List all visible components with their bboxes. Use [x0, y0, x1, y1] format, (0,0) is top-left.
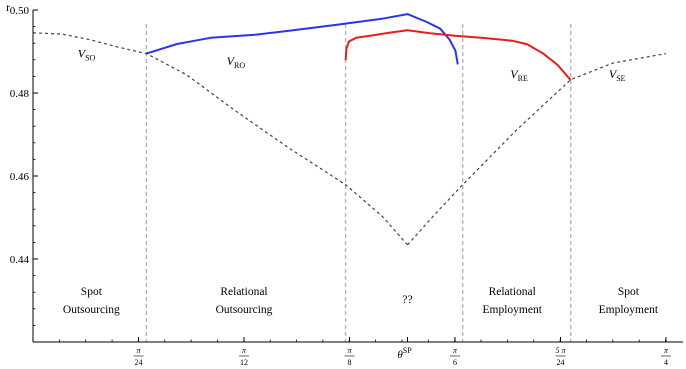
axes: r [6, 0, 683, 343]
region-label-0-line2: Outsourcing [63, 304, 120, 316]
x-tick-label-num-5: π [664, 346, 669, 355]
x-tick-label-num-4: 5 π [555, 346, 566, 355]
y-tick-label-2: 0.48 [10, 88, 30, 100]
labels: VSO VSE VRO VRE Spot Outsourcing Relational Out… [63, 47, 659, 316]
x-tick-label-den-0: 24 [135, 358, 143, 367]
region-label-4: Spot [618, 286, 640, 298]
series-label-re: VRE [510, 67, 528, 83]
region-label-0: Spot [81, 286, 103, 298]
series-line-v-ro [146, 13, 459, 65]
region-label-1-line2: Outsourcing [216, 304, 273, 316]
series-line-v-re [344, 29, 572, 81]
region-boundaries [145, 24, 572, 342]
x-tick-label-num-1: π [242, 346, 247, 355]
region-label-2: ?? [402, 294, 412, 306]
region-label-3-line2: Employment [483, 304, 543, 316]
x-tick-label-num-2: π [347, 346, 352, 355]
region-label-4-line2: Employment [599, 304, 659, 316]
ticks: 0.44 0.46 0.48 0.50 π 24 π 12 π 8 π 6 5 π 24 π 4 θSP [10, 5, 671, 367]
y-tick-label-0: 0.44 [10, 254, 30, 266]
series-line-v-so [32, 32, 408, 246]
x-tick-label-num-3: π [453, 346, 458, 355]
series-label-ro: VRO [227, 54, 246, 70]
x-tick-label-num-0: π [136, 346, 141, 355]
x-tick-label-den-3: 6 [453, 358, 457, 367]
y-axis-title: r [6, 0, 10, 14]
y-tick-label-1: 0.46 [10, 171, 30, 183]
theta-sp-label: θSP [397, 346, 412, 361]
x-tick-label-den-1: 12 [240, 358, 248, 367]
series-label-se: VSE [609, 67, 626, 83]
region-label-1: Relational [220, 286, 267, 298]
x-tick-label-den-4: 24 [557, 358, 565, 367]
curves [32, 13, 667, 246]
x-tick-label-den-5: 4 [664, 358, 668, 367]
series-label-so: VSO [78, 47, 96, 63]
series-line-v-se [407, 53, 667, 246]
x-tick-label-den-2: 8 [348, 358, 352, 367]
y-tick-label-3: 0.50 [10, 5, 30, 17]
region-label-3: Relational [489, 286, 536, 298]
